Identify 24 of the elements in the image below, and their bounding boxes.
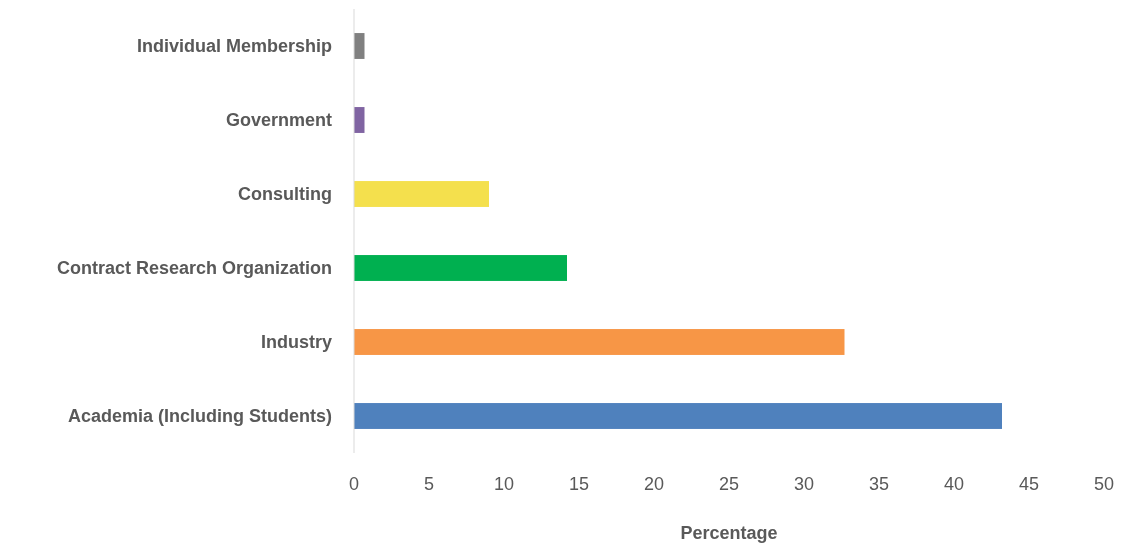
bar xyxy=(354,403,1002,429)
x-tick-label: 0 xyxy=(348,474,360,495)
bar xyxy=(354,255,567,281)
x-tick-label: 35 xyxy=(868,474,890,495)
x-axis-title: Percentage xyxy=(680,523,778,543)
y-tick-label: Academia (Including Students) xyxy=(67,406,332,427)
x-tick-label: 20 xyxy=(643,474,665,495)
x-tick-label: 10 xyxy=(493,474,515,495)
y-tick-label: Individual Membership xyxy=(136,36,332,57)
x-tick-label: 45 xyxy=(1018,474,1040,495)
x-tick-label: 25 xyxy=(718,474,740,495)
bar xyxy=(354,329,845,355)
y-tick-label: Industry xyxy=(260,332,332,353)
bar xyxy=(354,107,365,133)
x-tick-label: 40 xyxy=(943,474,965,495)
x-tick-label: 5 xyxy=(423,474,435,495)
x-tick-label: 30 xyxy=(793,474,815,495)
y-tick-label: Contract Research Organization xyxy=(56,258,332,279)
bar xyxy=(354,181,489,207)
bar xyxy=(354,33,365,59)
y-tick-label: Government xyxy=(225,110,332,131)
x-tick-label: 15 xyxy=(568,474,590,495)
x-tick-label: 50 xyxy=(1093,474,1115,495)
y-tick-label: Consulting xyxy=(238,184,332,205)
